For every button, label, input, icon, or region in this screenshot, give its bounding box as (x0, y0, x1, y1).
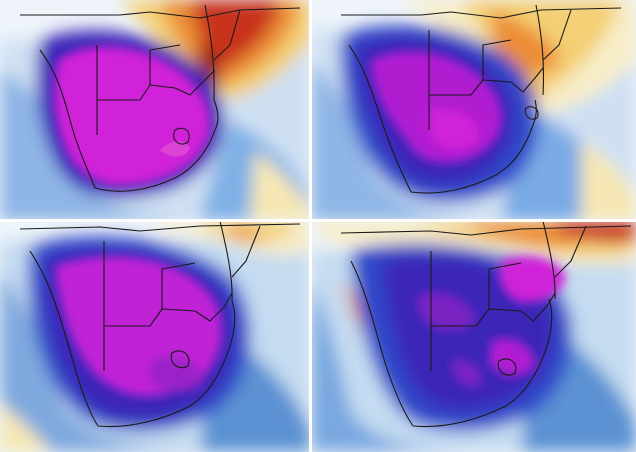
map-panel-top-right-svg (311, 0, 636, 221)
map-panel-bottom-right-svg (311, 221, 636, 452)
panel-divider-vertical (309, 0, 312, 452)
map-panel-top-right (311, 0, 636, 221)
map-panel-top-left-svg (0, 0, 311, 221)
map-panel-bottom-right (311, 221, 636, 452)
map-panel-top-left (0, 0, 311, 221)
map-panel-bottom-left-svg (0, 221, 311, 452)
panel-divider-horizontal (0, 219, 636, 222)
map-panel-bottom-left (0, 221, 311, 452)
